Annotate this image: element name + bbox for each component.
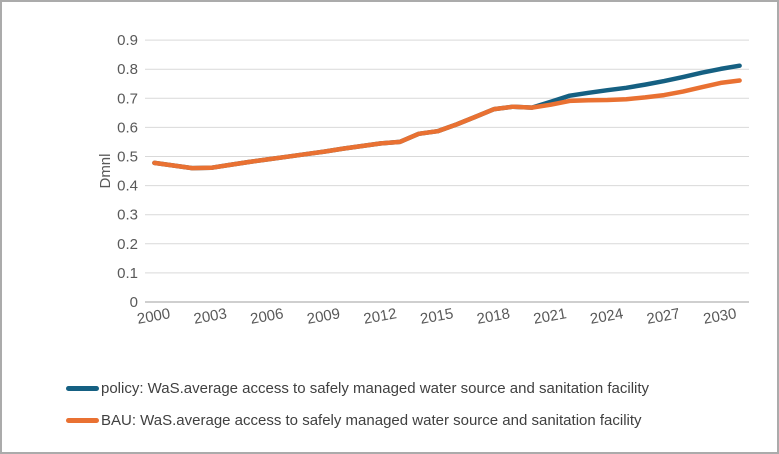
bau-line-swatch bbox=[66, 417, 99, 423]
y-axis-tick-label: 0 bbox=[130, 294, 138, 311]
y-axis-tick-label: 0.6 bbox=[117, 119, 138, 136]
bau-series-line bbox=[152, 78, 742, 171]
bau-legend-label: BAU: WaS.average access to safely manage… bbox=[101, 411, 642, 429]
y-axis-tick-label: 0.7 bbox=[117, 90, 138, 107]
y-axis-tick-label: 0.1 bbox=[117, 265, 138, 282]
x-axis-tick-label: 2006 bbox=[249, 305, 285, 328]
chart-legend: policy: WaS.average access to safely man… bbox=[66, 378, 649, 442]
x-axis-tick-label: 2003 bbox=[192, 305, 228, 328]
x-axis-tick-label: 2000 bbox=[136, 305, 172, 328]
policy-series-line bbox=[152, 63, 742, 171]
x-axis-tick-label: 2018 bbox=[475, 305, 511, 328]
y-axis-title: Dmnl bbox=[97, 153, 114, 188]
x-axis-tick-label: 2009 bbox=[306, 305, 342, 328]
y-axis-tick-label: 0.3 bbox=[117, 207, 138, 224]
line-chart-plot-area: 0.9 0.8 0.7 0.6 0.5 0.4 0.3 0.2 0.1 0 Dmnl 2000 2003… bbox=[97, 32, 749, 328]
y-axis-tick-label: 0.5 bbox=[117, 149, 138, 166]
policy-line-swatch bbox=[66, 385, 99, 391]
x-axis-tick-label: 2012 bbox=[362, 305, 398, 328]
legend-item-bau: BAU: WaS.average access to safely manage… bbox=[66, 410, 649, 430]
x-axis-tick-label: 2021 bbox=[532, 305, 568, 328]
y-axis-tick-label: 0.9 bbox=[117, 32, 138, 49]
y-axis-tick-label: 0.2 bbox=[117, 236, 138, 253]
x-axis-tick-label: 2015 bbox=[419, 305, 455, 328]
policy-legend-label: policy: WaS.average access to safely man… bbox=[101, 379, 650, 397]
x-axis-tick-label: 2027 bbox=[645, 305, 681, 328]
y-axis-tick-label: 0.4 bbox=[117, 178, 138, 195]
x-axis-tick-label: 2030 bbox=[702, 305, 738, 328]
x-axis-tick-label: 2024 bbox=[589, 305, 625, 328]
legend-item-policy: policy: WaS.average access to safely man… bbox=[66, 378, 649, 398]
y-axis-tick-label: 0.8 bbox=[117, 61, 138, 78]
